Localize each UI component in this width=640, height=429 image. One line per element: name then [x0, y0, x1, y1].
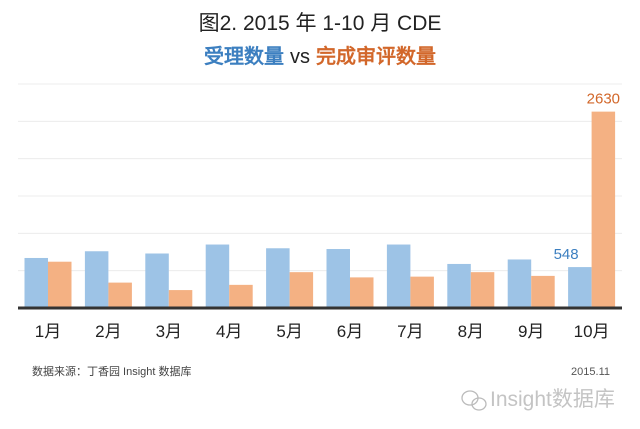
subtitle-series-2: 完成审评数量 [316, 44, 436, 68]
x-tick-label: 2月 [95, 322, 121, 341]
data-label: 548 [554, 246, 579, 263]
gridlines [18, 83, 622, 272]
data-labels: 548 2630 [554, 91, 620, 263]
bar-completed-3 [168, 290, 193, 308]
x-tick-label: 4月 [216, 322, 242, 341]
bar-received-7 [386, 244, 411, 308]
x-tick-label: 8月 [458, 322, 484, 341]
bars [24, 111, 616, 308]
x-tick-label: 5月 [276, 322, 302, 341]
wechat-icon [461, 390, 487, 411]
bar-completed-10 [591, 111, 616, 308]
bar-completed-9 [531, 275, 555, 308]
bar-received-9 [507, 259, 532, 308]
bar-received-6 [326, 249, 350, 308]
bar-completed-5 [289, 272, 314, 308]
bar-received-1 [24, 257, 48, 308]
bar-completed-1 [48, 261, 72, 308]
x-tick-label: 10月 [574, 322, 610, 341]
bar-received-3 [145, 253, 169, 308]
bar-received-2 [84, 251, 109, 308]
watermark-logo: Insight数据库 [490, 388, 615, 411]
chart-title: 图2. 2015 年 1-10 月 CDE [199, 12, 442, 35]
chart-subtitle: 受理数量 vs 完成审评数量 [204, 44, 436, 68]
subtitle-series-1: 受理数量 [204, 44, 284, 68]
bar-received-4 [205, 244, 230, 308]
bar-completed-2 [108, 282, 132, 308]
x-tick-labels: 1月 2月 3月 4月 5月 6月 7月 8月 9月 10月 [35, 322, 610, 341]
subtitle-vs: vs [290, 46, 310, 68]
x-tick-label: 7月 [397, 322, 423, 341]
bar-completed-6 [350, 277, 374, 308]
x-tick-label: 6月 [337, 322, 363, 341]
date-note: 2015.11 [571, 366, 610, 378]
bar-completed-8 [470, 272, 495, 308]
bar-received-10 [568, 267, 592, 308]
x-tick-label: 9月 [518, 322, 544, 341]
x-tick-label: 3月 [156, 322, 182, 341]
bar-completed-7 [410, 276, 434, 308]
data-label: 2630 [587, 91, 620, 108]
source-note: 数据来源：丁香园 Insight 数据库 [32, 364, 192, 378]
bar-received-5 [266, 248, 290, 308]
bar-completed-4 [229, 284, 253, 308]
bar-received-8 [447, 263, 471, 308]
x-tick-label: 1月 [35, 322, 61, 341]
